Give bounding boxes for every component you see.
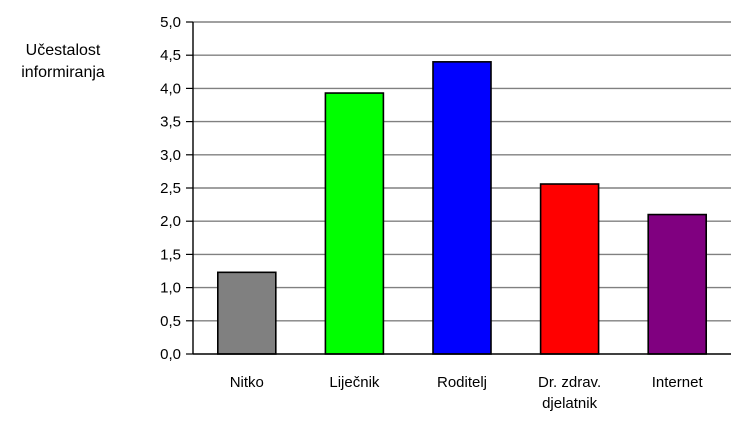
bar	[647, 213, 708, 355]
x-tick-label: Liječnik	[329, 374, 380, 391]
x-tick-label: Roditelj	[437, 374, 487, 391]
y-tick-label: 3,0	[160, 147, 181, 164]
x-tick-label: Nitko	[230, 374, 264, 391]
bar	[539, 183, 600, 355]
x-tick-labels: Nitko Liječnik Roditelj Dr. zdrav. djelatnik…	[230, 374, 704, 412]
y-tick-label: 4,5	[160, 47, 181, 64]
bar	[324, 92, 385, 355]
bar	[432, 61, 492, 355]
y-tick-label: 1,5	[160, 246, 181, 263]
y-tick-label: 3,5	[160, 114, 181, 131]
x-tick-label: Internet	[652, 374, 704, 391]
y-tick-labels: 0,0 0,5 1,0 1,5 2,0 2,5 3,0 3,5 4,0 4,5 5,0	[160, 14, 181, 363]
bar	[217, 271, 277, 355]
y-axis-title: Učestalost informiranja	[21, 42, 105, 81]
x-tick-label: Dr. zdrav. djelatnik	[538, 374, 601, 412]
y-tick-label: 4,0	[160, 80, 181, 97]
y-tick-label: 2,0	[160, 213, 181, 230]
y-tick-label: 2,5	[160, 180, 181, 197]
bars	[217, 61, 708, 355]
y-tick-label: 0,5	[160, 313, 181, 330]
y-tick-label: 1,0	[160, 280, 181, 297]
y-tick-label: 0,0	[160, 346, 181, 363]
y-tick-label: 5,0	[160, 14, 181, 31]
y-axis-label: Učestalost informiranja	[21, 42, 105, 81]
axes	[192, 22, 731, 355]
